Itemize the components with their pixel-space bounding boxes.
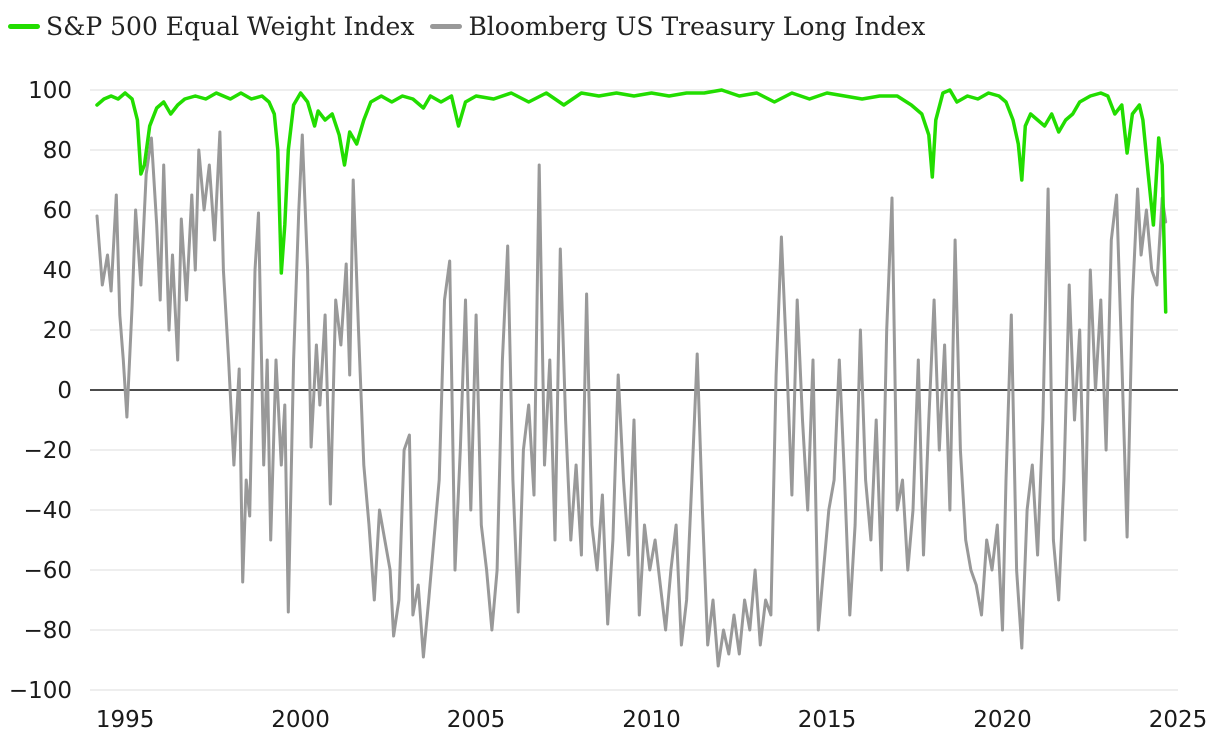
- y-tick-label: 100: [28, 78, 72, 104]
- x-tick-label: 2020: [973, 707, 1032, 733]
- x-tick-label: 2025: [1149, 707, 1208, 733]
- legend-item-treasury-long[interactable]: Bloomberg US Treasury Long Index: [430, 12, 925, 41]
- x-tick-label: 1995: [96, 707, 155, 733]
- y-tick-label: −100: [9, 678, 72, 704]
- y-tick-label: 20: [43, 318, 72, 344]
- x-axis: 1995 2000 2005 2010 2015 2020 2025: [96, 707, 1207, 733]
- x-tick-label: 2010: [622, 707, 681, 733]
- x-tick-label: 2015: [798, 707, 857, 733]
- x-tick-label: 2000: [271, 707, 330, 733]
- y-tick-label: −80: [23, 618, 72, 644]
- series-line-equal-weight: [95, 88, 1168, 314]
- legend-label-treasury-long: Bloomberg US Treasury Long Index: [468, 12, 926, 41]
- series-lines: [95, 88, 1168, 668]
- y-tick-label: 60: [43, 198, 72, 224]
- y-tick-label: 80: [43, 138, 72, 164]
- legend-swatch-equal-weight: [8, 24, 40, 29]
- legend-swatch-treasury-long: [430, 24, 463, 29]
- x-tick-label: 2005: [447, 707, 506, 733]
- y-axis: 100 80 60 40 20 0 −20 −40 −60 −80 −100: [9, 78, 72, 704]
- legend-label-equal-weight: S&P 500 Equal Weight Index: [46, 12, 415, 41]
- series-line-treasury-long: [95, 130, 1168, 668]
- legend: S&P 500 Equal Weight Index Bloomberg US …: [8, 12, 941, 41]
- y-tick-label: −60: [23, 558, 72, 584]
- y-tick-label: 40: [43, 258, 72, 284]
- legend-item-equal-weight[interactable]: S&P 500 Equal Weight Index: [8, 12, 414, 41]
- y-tick-label: −20: [23, 438, 72, 464]
- y-tick-label: 0: [57, 378, 72, 404]
- y-tick-label: −40: [23, 498, 72, 524]
